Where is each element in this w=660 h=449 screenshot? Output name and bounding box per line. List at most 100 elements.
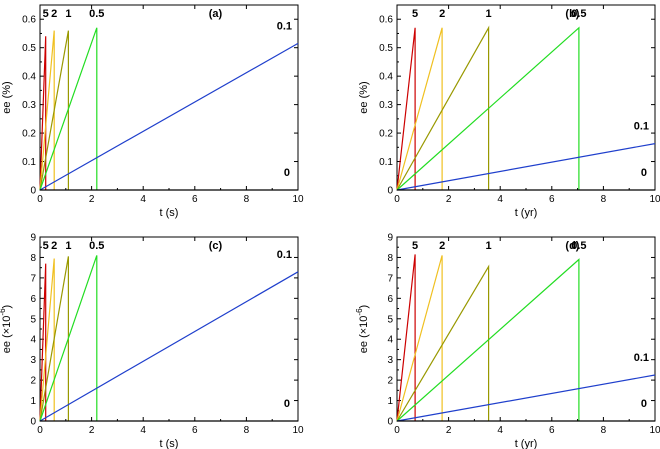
y-tick-label: 0.2 [379, 129, 393, 140]
series-line-0.1 [396, 143, 656, 191]
plot-frame [39, 236, 299, 422]
series-line-2 [39, 258, 55, 422]
series-label-0.5: 0.5 [89, 8, 104, 20]
x-axis-label: t (s) [160, 438, 179, 449]
x-tick-label: 4 [140, 425, 146, 436]
y-tick-label: 0.1 [22, 157, 36, 168]
x-tick-label: 10 [649, 425, 660, 436]
y-tick-label: 1 [30, 396, 36, 407]
y-axis-label: ee (%) [358, 81, 370, 113]
series-label-5: 5 [412, 240, 418, 252]
series-line-0.5 [396, 258, 580, 422]
series-line-0.5 [396, 26, 580, 191]
series-line-5 [39, 263, 47, 422]
y-tick-label: 0.4 [22, 72, 36, 83]
series-label-5: 5 [412, 8, 418, 20]
series-label-0: 0 [284, 398, 290, 410]
series-line-1 [396, 264, 490, 422]
x-tick-label: 4 [140, 194, 146, 205]
x-axis-label: t (s) [160, 207, 179, 219]
series-line-1 [39, 30, 70, 191]
y-tick-label: 5 [387, 314, 393, 325]
y-axis-label-text: ee (%) [358, 81, 370, 113]
y-tick-label: 0.4 [379, 72, 393, 83]
y-tick-label: 0.1 [379, 157, 393, 168]
x-tick-label: 4 [497, 425, 503, 436]
y-tick-label: 8 [387, 253, 393, 264]
y-tick-label: 0.5 [379, 43, 393, 54]
series-label-1: 1 [65, 240, 71, 252]
y-tick-label: 5 [30, 314, 36, 325]
y-tick-label: 0.5 [22, 43, 36, 54]
x-tick-label: 2 [89, 425, 95, 436]
series-label-0.1: 0.1 [277, 20, 292, 32]
y-tick-label: 0 [30, 417, 36, 428]
series-line-2 [396, 27, 443, 191]
y-tick-label: 0.6 [22, 15, 36, 26]
series-label-2: 2 [51, 8, 57, 20]
plot-frame [39, 4, 299, 191]
x-tick-label: 2 [446, 425, 452, 436]
panel-label: (a) [209, 8, 223, 20]
y-tick-label: 6 [30, 294, 36, 305]
series-label-1: 1 [65, 8, 71, 20]
series-line-5 [39, 36, 47, 191]
series-label-1: 1 [486, 8, 492, 20]
series-label-0.1: 0.1 [277, 249, 292, 261]
series-line-5 [396, 254, 416, 422]
y-tick-label: 0.6 [379, 15, 393, 26]
y-tick-label: 2 [387, 376, 393, 387]
series-label-5: 5 [43, 240, 49, 252]
x-tick-label: 6 [549, 194, 555, 205]
x-axis-label: t (yr) [515, 438, 538, 449]
x-tick-label: 2 [446, 194, 452, 205]
series-line-5 [396, 27, 416, 191]
x-tick-label: 0 [37, 194, 43, 205]
y-tick-label: 0 [387, 186, 393, 197]
series-line-0.1 [39, 271, 299, 422]
series-label-0.5: 0.5 [89, 240, 104, 252]
y-tick-label: 0 [30, 186, 36, 197]
x-tick-label: 8 [244, 425, 250, 436]
y-tick-label: 0.3 [379, 100, 393, 111]
x-axis-label: t (yr) [515, 207, 538, 219]
x-tick-label: 10 [292, 194, 304, 205]
x-tick-label: 4 [497, 194, 503, 205]
x-tick-label: 6 [192, 425, 198, 436]
y-axis-label-close: ) [358, 305, 370, 309]
panel-label: (b) [565, 8, 579, 20]
series-label-0: 0 [641, 167, 647, 179]
x-tick-label: 0 [394, 194, 400, 205]
panel-label: (d) [565, 240, 579, 252]
x-tick-label: 6 [192, 194, 198, 205]
y-tick-label: 9 [387, 233, 393, 244]
y-axis-label-exponent: -6 [355, 308, 364, 316]
series-line-2 [396, 255, 443, 422]
y-axis-label-text: ee (×10 [1, 316, 13, 354]
y-tick-label: 8 [30, 253, 36, 264]
y-tick-label: 9 [30, 233, 36, 244]
series-line-0.1 [39, 42, 299, 191]
series-line-1 [396, 25, 490, 191]
x-tick-label: 0 [37, 425, 43, 436]
x-tick-label: 10 [649, 194, 660, 205]
y-tick-label: 3 [30, 355, 36, 366]
y-tick-label: 2 [30, 376, 36, 387]
y-tick-label: 4 [387, 335, 393, 346]
y-axis-label: ee (×10-6) [0, 305, 13, 353]
series-line-2 [39, 30, 55, 191]
y-tick-label: 0 [387, 417, 393, 428]
series-label-0: 0 [641, 398, 647, 410]
y-tick-label: 4 [30, 335, 36, 346]
x-tick-label: 8 [601, 194, 607, 205]
series-label-0: 0 [284, 167, 290, 179]
series-line-0.1 [396, 374, 656, 422]
series-label-2: 2 [439, 8, 445, 20]
series-label-1: 1 [486, 240, 492, 252]
y-tick-label: 7 [30, 273, 36, 284]
